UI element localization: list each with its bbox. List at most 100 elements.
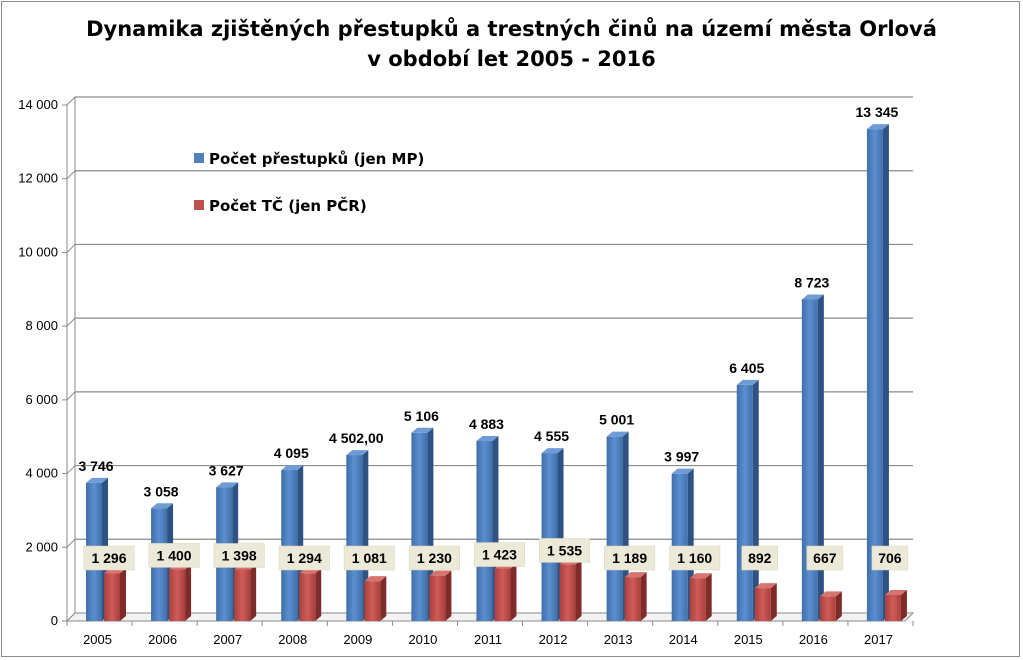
x-tick-label: 2006 — [148, 632, 177, 647]
bar-blue — [866, 124, 889, 622]
bar-blue-front — [866, 129, 883, 622]
y-tick-label: 8 000 — [25, 318, 58, 333]
data-label-red: 1 400 — [157, 547, 192, 563]
chart-title-line-2: v období let 2005 - 2016 — [367, 47, 656, 71]
y-tick-label: 4 000 — [25, 466, 58, 481]
data-label-red-box — [343, 545, 395, 571]
bar-red — [884, 589, 907, 621]
bar-red-side — [835, 591, 842, 621]
bar-red — [104, 568, 126, 621]
data-label-red: 1 398 — [222, 547, 257, 563]
bar-red — [169, 564, 192, 621]
bar-blue-side — [362, 450, 369, 621]
data-label-red-box — [669, 545, 721, 571]
legend-label-red: Počet TČ (jen PČR) — [209, 196, 367, 215]
data-label-blue: 6 405 — [729, 360, 764, 376]
bar-red-side — [640, 572, 647, 621]
bar-red-front — [624, 577, 641, 621]
bar-red-top — [429, 570, 452, 576]
bar-red — [364, 576, 387, 621]
x-tick-label: 2013 — [604, 632, 633, 647]
bar-blue-top — [541, 448, 564, 454]
data-label-red: 1 160 — [677, 550, 712, 566]
data-label-red: 1 423 — [482, 547, 517, 563]
bar-red-top — [884, 589, 907, 595]
bar-blue-front — [476, 441, 493, 621]
data-label-red: 1 230 — [417, 550, 452, 566]
bar-red-side — [705, 573, 712, 621]
data-label-red: 1 189 — [612, 550, 647, 566]
bar-blue-top — [736, 379, 759, 385]
bar-blue — [281, 465, 304, 621]
bar-red — [559, 559, 582, 621]
bar-blue-front — [801, 299, 818, 621]
x-tick-label: 2011 — [474, 632, 502, 647]
bar-red-side — [315, 568, 322, 621]
bar-red-front — [754, 588, 771, 621]
data-label-blue: 3 627 — [209, 462, 244, 478]
bar-blue-top — [411, 427, 434, 433]
bar-blue-side — [427, 427, 434, 621]
data-label-red-box — [408, 545, 460, 571]
bar-blue-top — [281, 465, 304, 471]
bar-red-front — [689, 578, 706, 621]
chart-title: Dynamika zjištěných přestupků a trestnýc… — [0, 14, 1023, 74]
data-label-red: 706 — [878, 550, 902, 566]
data-label-red: 1 535 — [547, 542, 582, 558]
bar-red-side — [770, 583, 777, 621]
data-label-red-box — [213, 543, 265, 568]
x-tick-label: 2007 — [213, 632, 242, 647]
bar-blue-side — [752, 379, 759, 621]
bar-red-top — [754, 583, 777, 589]
bar-blue-side — [622, 431, 629, 621]
legend-swatch-red — [194, 200, 204, 210]
gridline-depth — [66, 317, 76, 327]
bar-red-front — [104, 573, 120, 621]
bar-red-front — [234, 569, 251, 621]
data-label-red-box — [741, 545, 779, 571]
data-label-blue: 5 001 — [599, 412, 634, 428]
bar-red-top — [624, 572, 647, 578]
data-label-blue: 3 997 — [664, 449, 699, 465]
gridline-depth — [66, 96, 76, 106]
bar-red — [429, 570, 452, 621]
bar-red — [754, 583, 777, 621]
data-label-blue: 4 883 — [469, 416, 504, 432]
bar-red — [234, 564, 257, 621]
x-tick-label: 2012 — [539, 632, 568, 647]
data-label-red-box — [604, 545, 656, 571]
data-label-blue: 3 058 — [144, 483, 179, 499]
y-tick-label: 12 000 — [18, 171, 58, 186]
bar-red-side — [510, 563, 517, 621]
bar-red-side — [380, 576, 387, 621]
data-label-blue: 13 345 — [856, 104, 899, 120]
data-label-red: 892 — [748, 550, 772, 566]
gridline-depth — [66, 391, 76, 401]
y-tick-label: 6 000 — [25, 392, 58, 407]
bar-red-front — [819, 596, 836, 621]
x-tick-label: 2014 — [669, 632, 698, 647]
bar-red-side — [250, 564, 257, 621]
bar-blue — [801, 294, 824, 621]
data-label-blue: 5 106 — [404, 408, 439, 424]
data-label-red-box — [871, 545, 909, 571]
bar-blue-top — [86, 477, 108, 483]
bar-red-front — [169, 569, 186, 621]
bar-blue-top — [216, 482, 239, 488]
data-label-red: 1 081 — [352, 550, 387, 566]
data-label-red-box — [473, 542, 525, 567]
data-label-blue: 4 502,00 — [329, 430, 384, 446]
data-label-red-box — [83, 545, 135, 571]
data-label-red-box — [148, 543, 200, 568]
bar-blue-top — [866, 124, 889, 130]
y-tick-label: 10 000 — [18, 244, 58, 259]
bar-blue-top — [606, 431, 629, 437]
data-label-red: 1 294 — [287, 550, 322, 566]
bar-blue-top — [476, 436, 499, 442]
gridline-depth — [66, 538, 76, 548]
bar-red-front — [559, 564, 576, 621]
bar-red-side — [575, 559, 582, 621]
bar-blue-front — [346, 455, 363, 621]
bar-blue-front — [541, 453, 558, 621]
bar-blue-top — [801, 294, 824, 300]
